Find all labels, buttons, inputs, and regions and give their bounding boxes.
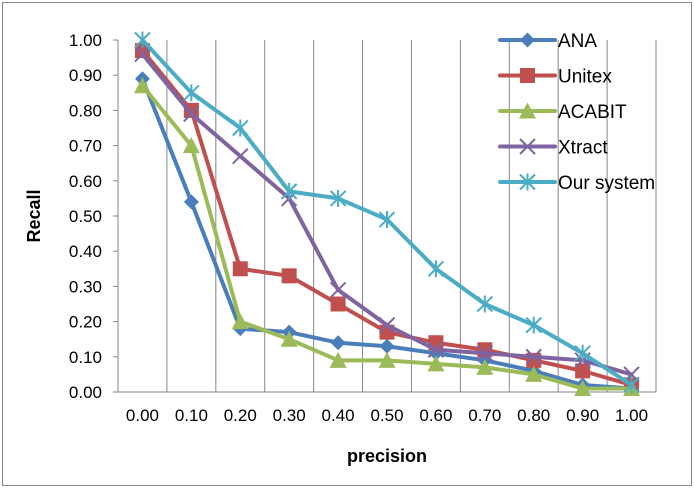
x-tick-label: 0.40 [322, 406, 355, 425]
x-tick-label: 0.30 [273, 406, 306, 425]
data-point [476, 345, 494, 362]
data-point [329, 189, 347, 207]
y-tick-label: 0.40 [69, 242, 102, 261]
y-tick-label: 0.20 [69, 313, 102, 332]
data-point [525, 316, 542, 334]
marker-stroke [378, 316, 396, 334]
legend-label: ACABIT [558, 102, 627, 123]
legend-item-acabit: ACABIT [498, 102, 627, 123]
y-tick-label: 0.30 [69, 277, 102, 296]
marker-stroke [519, 138, 536, 155]
axes [113, 39, 656, 393]
legend-label: Xtract [558, 138, 608, 159]
legend-item-unitex: Unitex [498, 67, 612, 88]
y-tick-label: 0.90 [69, 66, 102, 85]
legend-marker [519, 102, 536, 119]
data-point [183, 194, 199, 210]
legend-marker [520, 32, 535, 48]
legend-item-xtract: Xtract [498, 138, 608, 159]
data-point [280, 182, 298, 200]
legend-label: Our system [558, 173, 655, 194]
y-axis-title: Recall [24, 189, 44, 242]
y-tick-label: 0.80 [69, 101, 102, 120]
y-tick-label: 0.00 [69, 383, 102, 402]
chart-border [2, 2, 692, 486]
data-point [280, 330, 298, 347]
data-point [232, 147, 249, 165]
data-point [575, 363, 591, 379]
data-point [378, 316, 396, 334]
x-tick-label: 0.60 [419, 406, 452, 425]
marker-stroke [232, 147, 249, 165]
legend-label: Unitex [558, 67, 612, 88]
y-tick-label: 0.60 [69, 172, 102, 191]
y-tick-label: 1.00 [69, 31, 102, 50]
y-tick-label: 0.10 [69, 348, 102, 367]
data-point [231, 313, 249, 330]
x-tick-label: 0.10 [175, 406, 208, 425]
legend-item-ana: ANA [498, 31, 597, 52]
data-point [525, 365, 543, 382]
data-point [427, 341, 445, 358]
data-point [232, 261, 248, 277]
data-point [281, 268, 297, 284]
data-point [232, 119, 249, 137]
data-point [525, 348, 542, 366]
x-tick-label: 0.80 [517, 406, 550, 425]
legend-marker [520, 68, 535, 83]
data-point [329, 281, 347, 299]
data-point [427, 355, 445, 372]
x-tick-label: 0.00 [126, 406, 159, 425]
x-tick-label: 0.20 [224, 406, 257, 425]
x-tick-label: 0.50 [370, 406, 403, 425]
legend: ANA Unitex ACABIT Xtract Our system [498, 31, 655, 194]
data-point [623, 376, 640, 394]
y-tick-label: 0.70 [69, 137, 102, 156]
data-point [330, 335, 346, 351]
data-point [379, 338, 395, 354]
data-point [134, 45, 151, 63]
marker-stroke [525, 348, 542, 366]
data-point [378, 351, 396, 368]
data-point [133, 77, 151, 94]
marker-stroke [134, 45, 151, 63]
data-point [183, 84, 200, 102]
legend-marker [519, 138, 536, 155]
data-point [427, 260, 445, 278]
data-point [183, 105, 200, 123]
legend-label: ANA [558, 31, 597, 52]
data-point [134, 31, 151, 49]
legend-marker [519, 173, 536, 191]
data-point [182, 137, 200, 154]
series-our-system [134, 31, 640, 394]
marker-stroke [183, 105, 200, 123]
data-point [476, 295, 494, 313]
data-point [329, 351, 347, 368]
legend-item-our-system: Our system [498, 173, 655, 194]
marker-stroke [476, 345, 494, 362]
x-tick-label: 0.70 [468, 406, 501, 425]
y-tick-label: 0.50 [69, 207, 102, 226]
data-point [378, 211, 396, 229]
tick-labels: 0.00 0.10 0.20 0.30 0.40 0.50 0.60 0.70 0.80 0.90… [69, 31, 648, 425]
data-point [330, 296, 346, 312]
data-point [574, 344, 591, 362]
series-acabit [133, 77, 641, 396]
x-tick-label: 0.90 [566, 406, 599, 425]
x-tick-label: 1.00 [615, 406, 648, 425]
gridlines [166, 40, 657, 392]
data-point [574, 379, 592, 396]
marker-stroke [329, 281, 347, 299]
marker-stroke [427, 341, 445, 358]
data-point [476, 358, 494, 375]
x-axis-title: precision [347, 446, 427, 466]
series-lines [133, 31, 641, 396]
